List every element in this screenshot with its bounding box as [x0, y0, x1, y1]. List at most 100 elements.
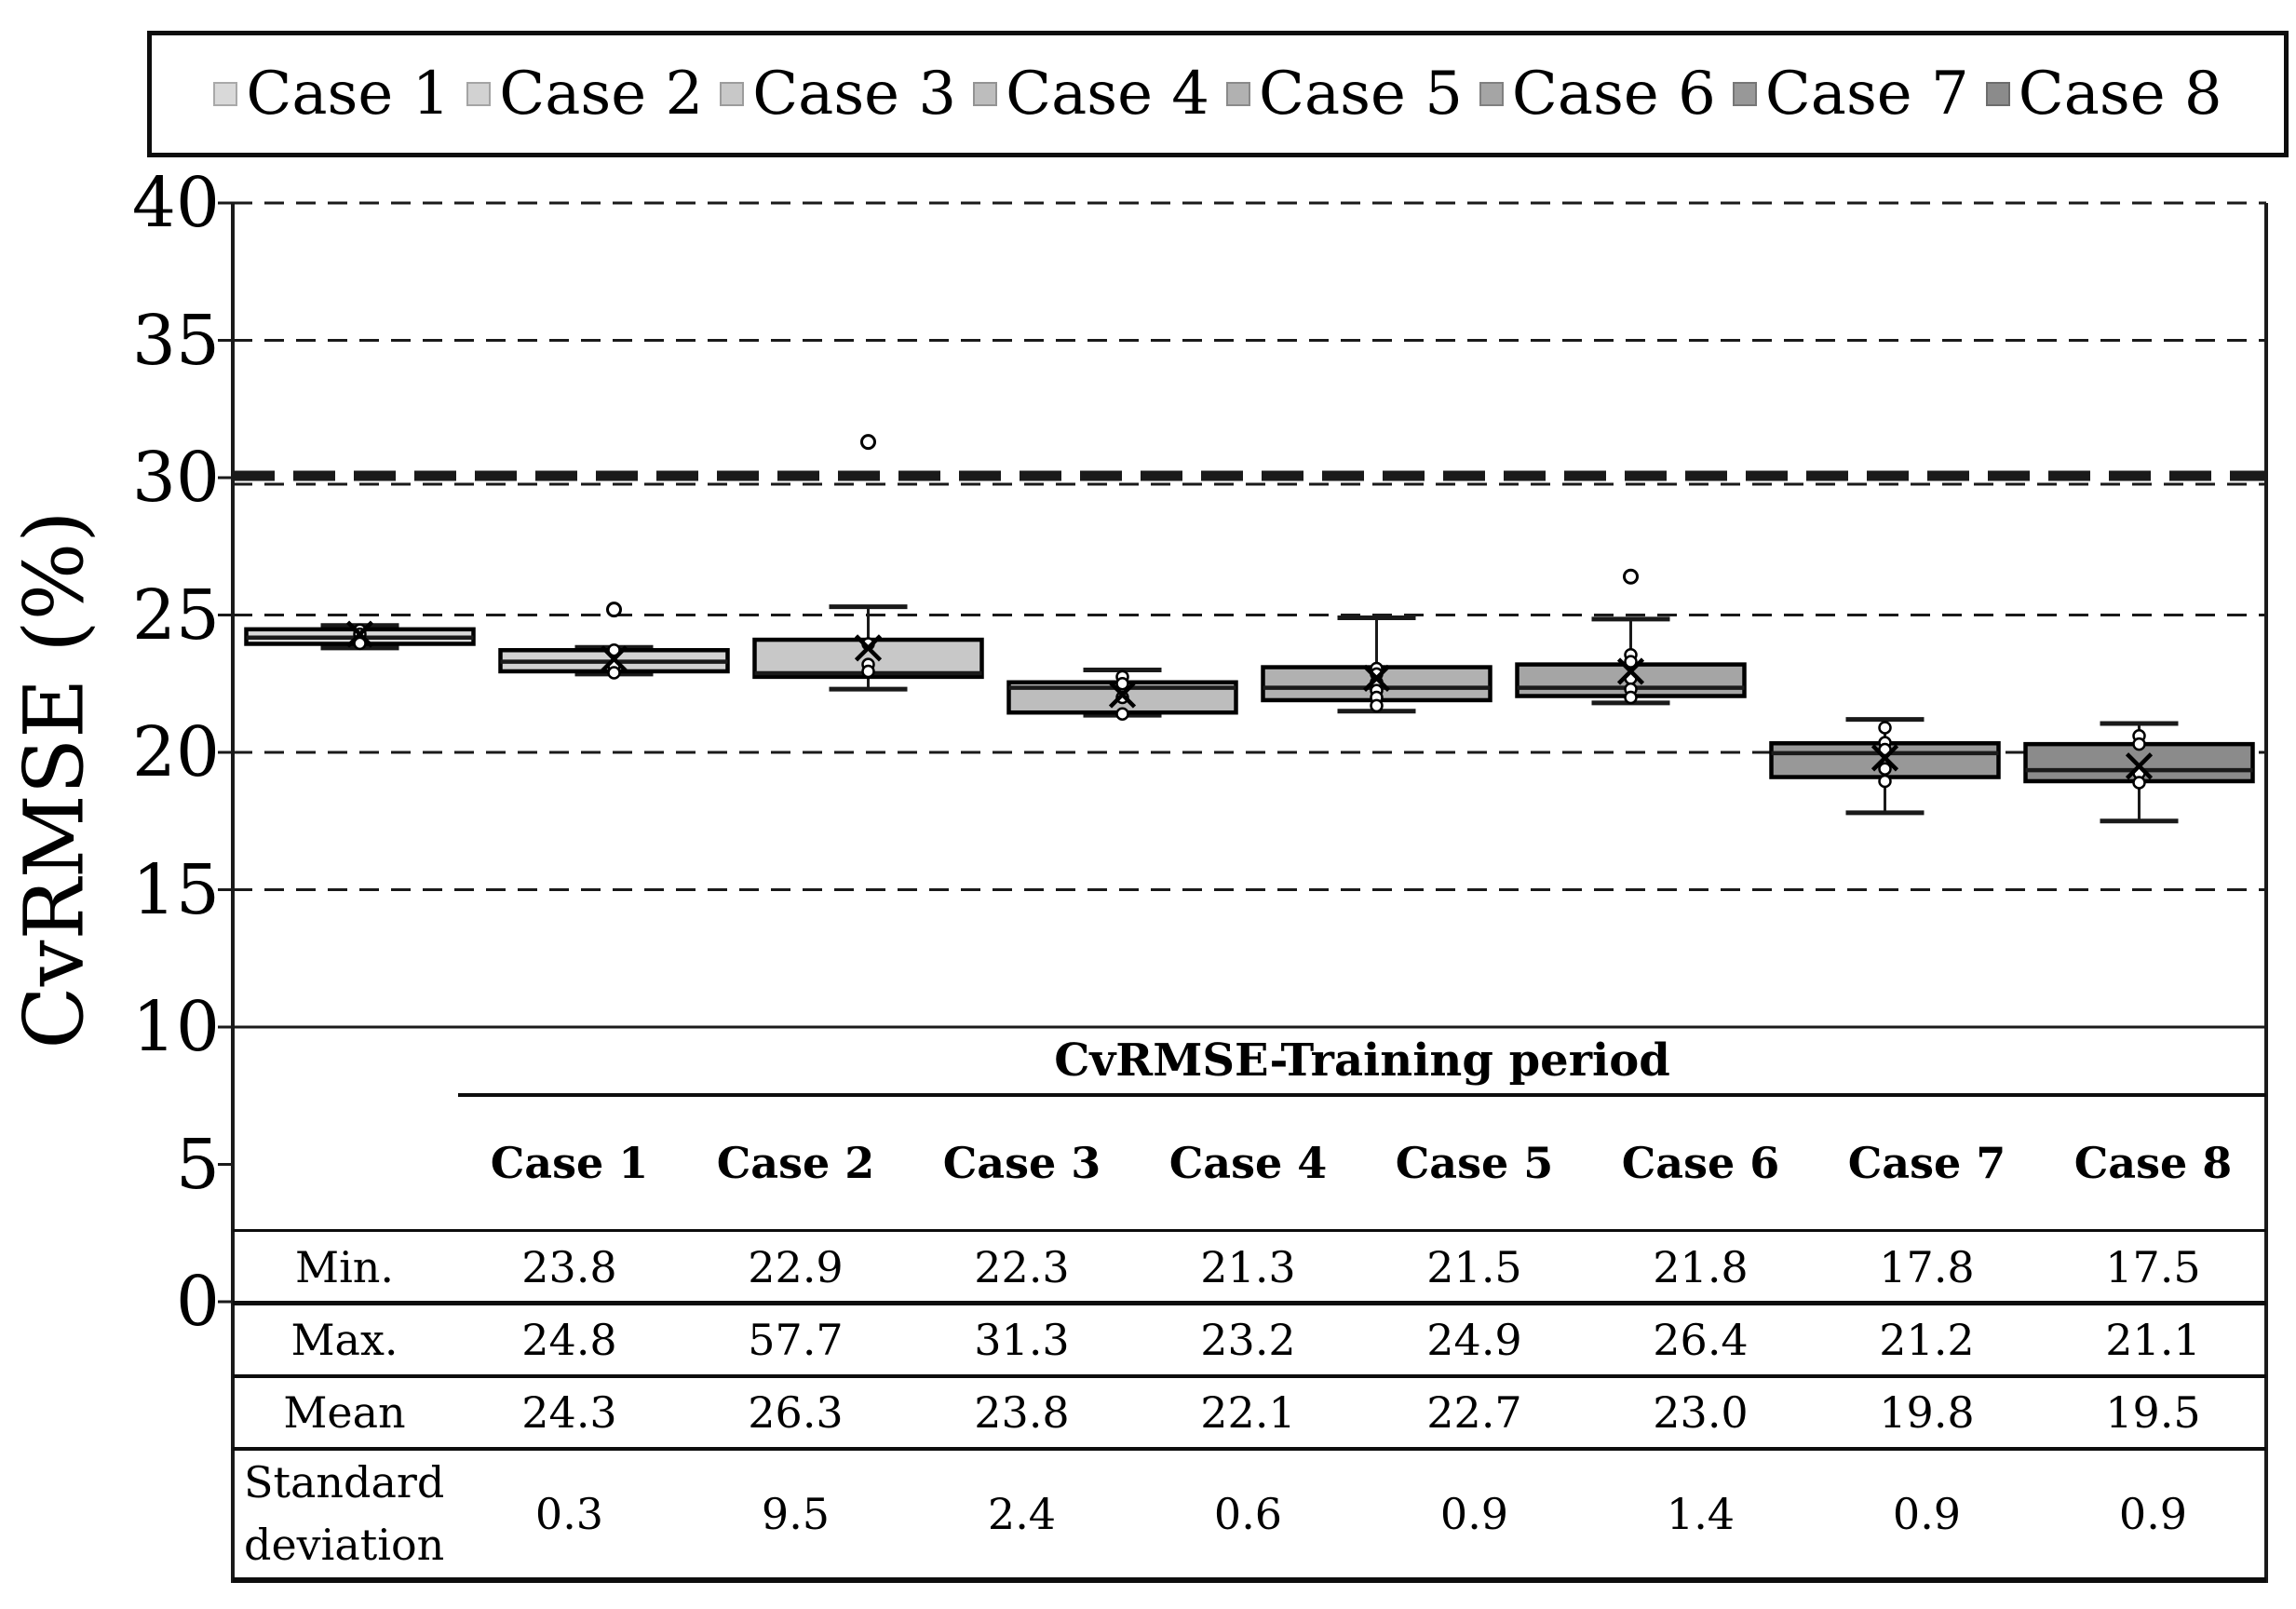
- table-header-case-5: Case 5: [1395, 1138, 1554, 1188]
- table-bottom-border: [233, 1577, 2266, 1583]
- legend-marker-case-4-icon: [973, 82, 998, 106]
- legend-label-case-5: Case 5: [1259, 60, 1463, 128]
- cell-mean-case-3: 23.8: [974, 1387, 1070, 1438]
- legend-label-case-1: Case 1: [246, 60, 451, 128]
- data-point-case-7-0: [1878, 721, 1892, 735]
- cell-min-case-2: 22.9: [748, 1242, 844, 1292]
- legend-marker-case-7-icon: [1732, 82, 1757, 106]
- cell-max-case-1: 24.8: [521, 1315, 617, 1365]
- legend-label-case-3: Case 3: [752, 60, 957, 128]
- cell-min-case-6: 21.8: [1653, 1242, 1749, 1292]
- cell-mean-case-4: 22.1: [1200, 1387, 1296, 1438]
- row-label-standard-deviation: Standard deviation: [244, 1457, 445, 1570]
- cell-mean-case-1: 24.3: [521, 1387, 617, 1438]
- outlier-point-case-2-0: [606, 602, 622, 618]
- table-row-max: 24.8 57.7 31.3 23.2 24.9 26.4 21.2 21.1: [456, 1305, 2266, 1374]
- legend-label-case-6: Case 6: [1511, 60, 1716, 128]
- legend-marker-case-2-icon: [466, 82, 492, 106]
- y-tick-label-10: 10: [131, 987, 220, 1067]
- table-header-case-2: Case 2: [716, 1138, 875, 1188]
- table-rule-max-mean: [233, 1374, 2266, 1378]
- y-tick-label-30: 30: [131, 438, 220, 518]
- data-point-case-2-2: [607, 666, 621, 680]
- row-label-max: Max.: [290, 1315, 398, 1365]
- cell-max-case-8: 21.1: [2105, 1315, 2201, 1365]
- legend-item-case-7: Case 7: [1732, 60, 1969, 128]
- data-point-case-5-5: [1370, 698, 1384, 713]
- legend-label-case-8: Case 8: [2018, 60, 2222, 128]
- cell-std-case-2: 9.5: [761, 1489, 831, 1539]
- legend-item-case-5: Case 5: [1226, 64, 1463, 124]
- mean-marker-case-2: [600, 645, 628, 673]
- data-point-case-8-1: [2132, 737, 2146, 751]
- legend-marker-case-3-icon: [720, 82, 745, 106]
- cell-min-case-1: 23.8: [521, 1242, 617, 1292]
- row-label-mean: Mean: [283, 1387, 406, 1438]
- legend-label-case-7: Case 7: [1764, 60, 1969, 128]
- y-tick-label-40: 40: [131, 163, 220, 243]
- legend-marker-case-1-icon: [213, 82, 238, 106]
- mean-marker-case-5: [1362, 664, 1391, 692]
- mean-marker-case-4: [1108, 681, 1137, 709]
- cell-min-case-5: 21.5: [1426, 1242, 1522, 1292]
- legend-item-case-8: Case 8: [1985, 60, 2222, 128]
- cell-std-case-5: 0.9: [1439, 1489, 1509, 1539]
- data-point-case-7-4: [1878, 774, 1892, 789]
- mean-marker-case-8: [2125, 752, 2154, 780]
- legend-item-case-2: Case 2: [466, 64, 703, 124]
- table-row-min: 23.8 22.9 22.3 21.3 21.5 21.8 17.8 17.5: [456, 1234, 2266, 1301]
- data-point-case-7-3: [1878, 762, 1892, 776]
- cell-mean-case-2: 26.3: [748, 1387, 844, 1438]
- table-header-case-8: Case 8: [2073, 1138, 2233, 1188]
- table-rule-min-max: [233, 1301, 2266, 1305]
- data-point-case-6-4: [1624, 690, 1638, 705]
- table-header-case-6: Case 6: [1621, 1138, 1780, 1188]
- cell-std-case-3: 2.4: [987, 1489, 1057, 1539]
- cell-mean-case-6: 23.0: [1653, 1387, 1749, 1438]
- cell-std-case-4: 0.6: [1213, 1489, 1283, 1539]
- outlier-point-case-6-0: [1623, 568, 1639, 585]
- mean-marker-case-3: [854, 634, 883, 662]
- cell-max-case-2: 57.7: [748, 1315, 844, 1365]
- y-tick-label-5: 5: [175, 1124, 220, 1205]
- cell-max-case-3: 31.3: [974, 1315, 1070, 1365]
- cell-std-case-7: 0.9: [1892, 1489, 1962, 1539]
- table-header-case-3: Case 3: [942, 1138, 1101, 1188]
- mean-marker-case-1: [345, 620, 374, 648]
- legend-item-case-1: Case 1: [213, 64, 450, 124]
- y-tick-label-35: 35: [131, 300, 220, 381]
- y-tick-label-20: 20: [131, 712, 220, 792]
- data-point-case-3-2: [861, 664, 875, 679]
- table-header-case-1: Case 1: [490, 1138, 649, 1188]
- cell-max-case-5: 24.9: [1426, 1315, 1522, 1365]
- cell-std-case-8: 0.9: [2118, 1489, 2188, 1539]
- cell-min-case-7: 17.8: [1879, 1242, 1975, 1292]
- data-point-case-1-3: [353, 636, 367, 651]
- data-point-case-8-3: [2132, 776, 2146, 790]
- y-tick-label-25: 25: [131, 575, 220, 656]
- cell-max-case-7: 21.2: [1879, 1315, 1975, 1365]
- y-tick-label-0: 0: [175, 1262, 220, 1342]
- table-rule-under-headers: [233, 1229, 2266, 1232]
- cell-mean-case-5: 22.7: [1426, 1387, 1522, 1438]
- table-row-standard-deviation: 0.3 9.5 2.4 0.6 0.9 1.4 0.9 0.9: [456, 1451, 2266, 1577]
- table-header-case-7: Case 7: [1847, 1138, 2006, 1188]
- table-rule-under-title: [458, 1093, 2266, 1097]
- cell-min-case-8: 17.5: [2105, 1242, 2201, 1292]
- y-tick-label-15: 15: [131, 849, 220, 930]
- cell-max-case-6: 26.4: [1653, 1315, 1749, 1365]
- legend-label-case-4: Case 4: [1006, 60, 1209, 128]
- legend-marker-case-8-icon: [1985, 82, 2010, 106]
- table-row-mean: 24.3 26.3 23.8 22.1 22.7 23.0 19.8 19.5: [456, 1378, 2266, 1447]
- table-header-row: Case 1 Case 2 Case 3 Case 4 Case 5 Case …: [456, 1097, 2266, 1229]
- table-header-case-4: Case 4: [1168, 1138, 1328, 1188]
- mean-marker-case-7: [1871, 744, 1899, 772]
- legend-item-case-4: Case 4: [973, 64, 1209, 124]
- cell-mean-case-7: 19.8: [1879, 1387, 1975, 1438]
- data-point-case-2-0: [607, 643, 621, 657]
- legend-item-case-6: Case 6: [1479, 64, 1716, 124]
- data-point-case-4-3: [1115, 707, 1129, 721]
- stats-table-title: CvRMSE-Training period: [1054, 1034, 1670, 1087]
- outlier-point-case-3-0: [860, 434, 876, 451]
